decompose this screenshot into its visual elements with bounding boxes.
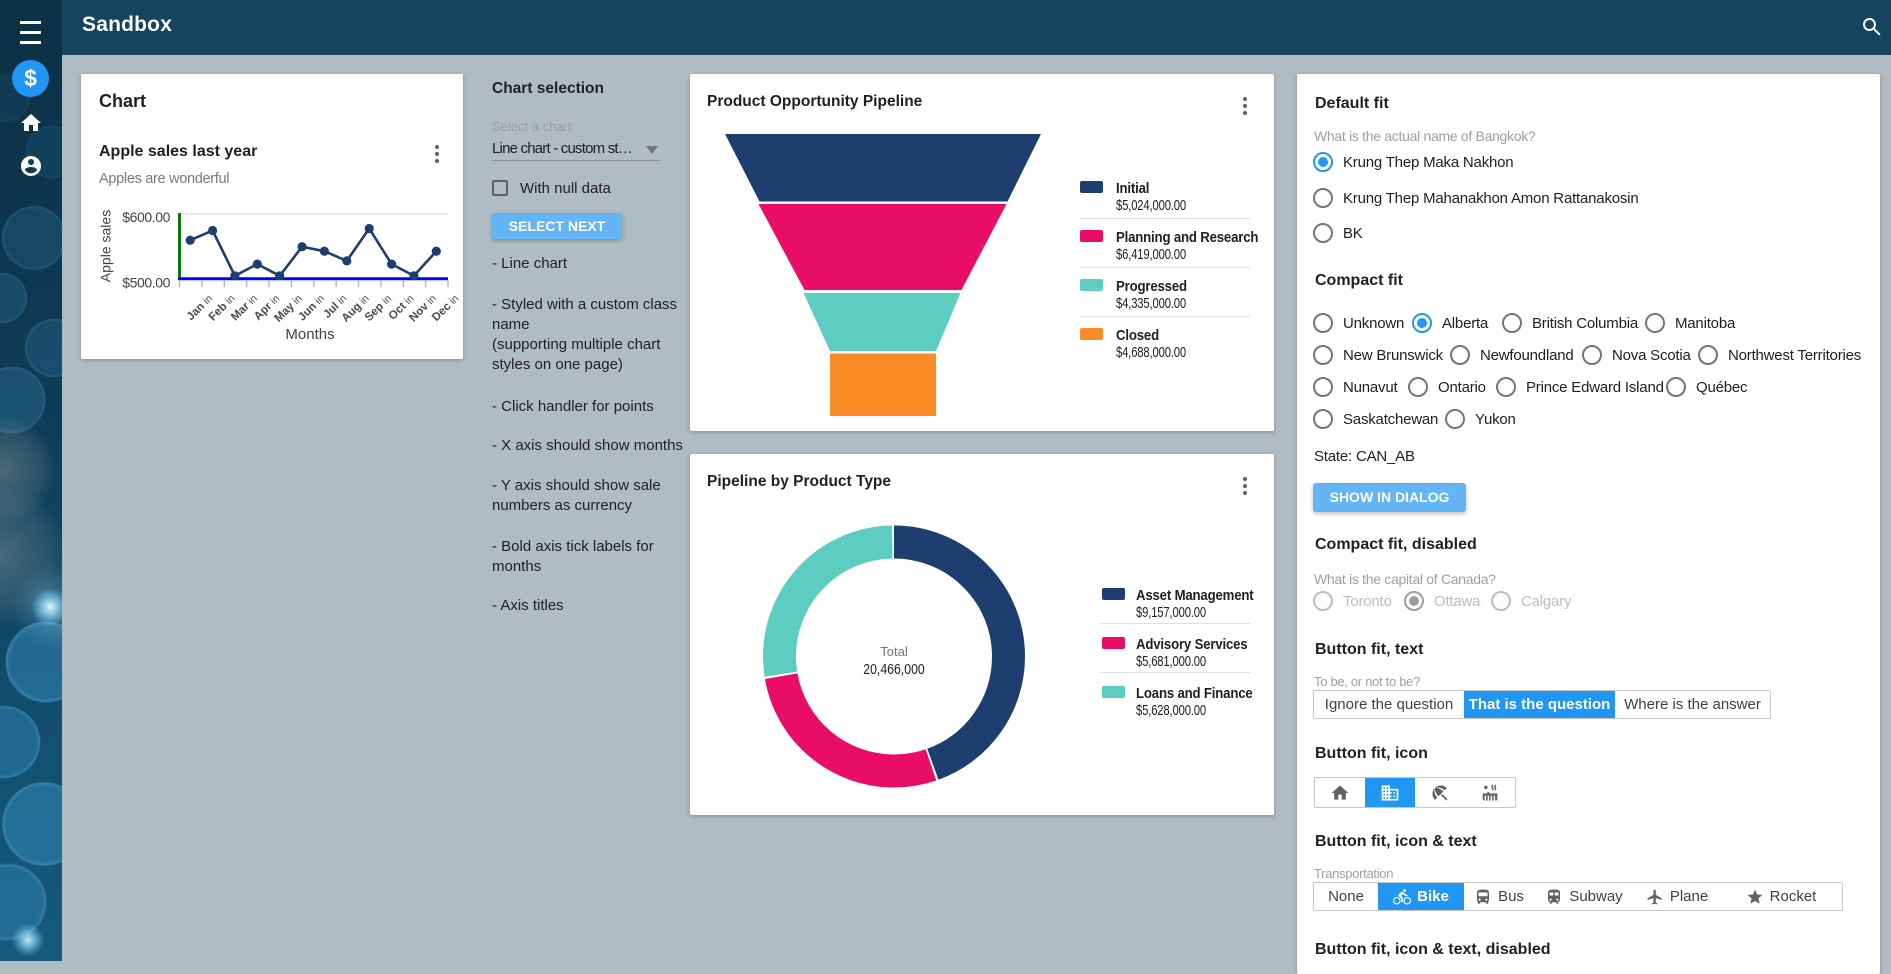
svg-text:$600.00: $600.00 xyxy=(122,209,170,225)
svg-text:Months: Months xyxy=(285,326,334,343)
svg-text:20,466,000: 20,466,000 xyxy=(863,661,925,677)
svg-text:Total: Total xyxy=(880,644,908,659)
svg-text:$500.00: $500.00 xyxy=(122,275,170,291)
svg-text:Apple sales: Apple sales xyxy=(98,210,114,282)
svg-text:Jun in: Jun in xyxy=(296,293,327,324)
